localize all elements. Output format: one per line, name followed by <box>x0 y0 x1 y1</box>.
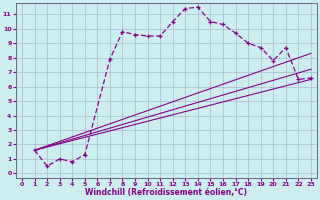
X-axis label: Windchill (Refroidissement éolien,°C): Windchill (Refroidissement éolien,°C) <box>85 188 247 197</box>
